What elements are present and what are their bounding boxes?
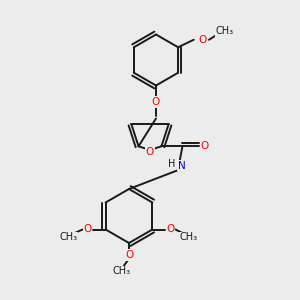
Text: CH₃: CH₃ xyxy=(60,232,78,242)
Text: O: O xyxy=(199,35,207,45)
Text: O: O xyxy=(146,146,154,157)
Text: CH₃: CH₃ xyxy=(215,26,234,36)
Text: O: O xyxy=(166,224,175,235)
Text: O: O xyxy=(200,141,208,151)
Text: CH₃: CH₃ xyxy=(179,232,197,242)
Text: CH₃: CH₃ xyxy=(112,266,130,277)
Text: N: N xyxy=(178,161,185,171)
Text: O: O xyxy=(152,97,160,107)
Text: O: O xyxy=(83,224,92,235)
Text: H: H xyxy=(168,159,175,169)
Text: O: O xyxy=(125,250,133,260)
